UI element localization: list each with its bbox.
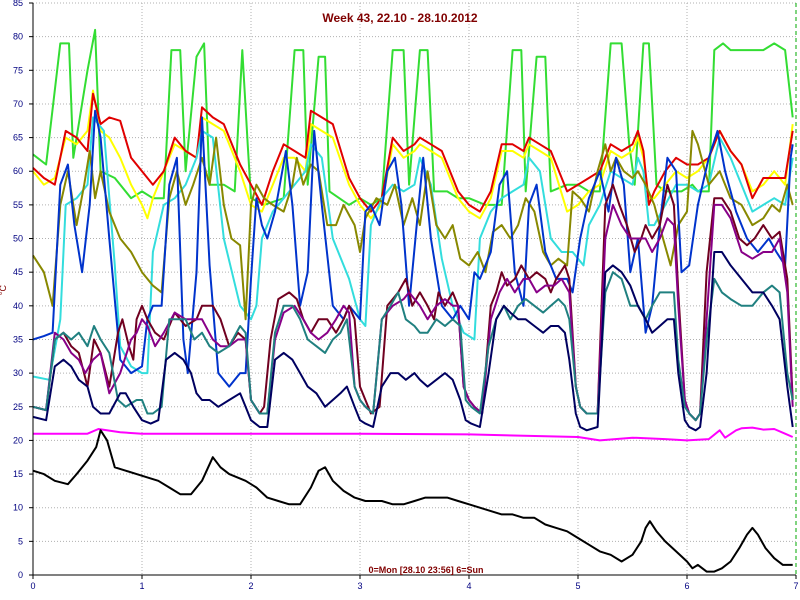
series-line-0 [32,28,794,206]
y-tick-label: 40 [13,301,23,311]
x-axis-label: 0=Mon [28.10 23:56] 6=Sun [368,565,483,575]
y-tick-label: 45 [13,267,23,277]
x-tick-label: 7 [793,581,798,591]
y-tick-label: 15 [13,469,23,479]
x-tick-label: 0 [30,581,35,591]
y-tick-label: 80 [13,32,23,42]
series-line-10 [33,426,794,442]
series-line-3 [32,116,794,381]
y-tick-label: 65 [13,133,23,143]
series-layer [32,28,794,573]
x-tick-label: 3 [357,581,362,591]
y-tick-label: 30 [13,368,23,378]
y-tick-label: 25 [13,402,23,412]
x-tick-label: 4 [466,581,471,591]
x-tick-label: 1 [139,581,144,591]
y-tick-label: 20 [13,435,23,445]
y-tick-label: 70 [13,99,23,109]
y-tick-label: 85 [13,0,23,8]
y-axis-label: °C [0,284,8,295]
y-tick-label: 60 [13,166,23,176]
x-tick-label: 5 [575,581,580,591]
series-line-9 [32,251,794,432]
series-line-11 [32,429,793,573]
series-line-1 [32,89,794,220]
series-line-2 [32,92,794,213]
y-tick-label: 75 [13,65,23,75]
y-tick-label: 10 [13,503,23,513]
y-tick-label: 5 [18,536,23,546]
y-tick-label: 50 [13,234,23,244]
chart-title: Week 43, 22.10 - 28.10.2012 [322,11,478,25]
y-tick-label: 35 [13,334,23,344]
y-tick-label: 0 [18,570,23,580]
x-tick-label: 6 [684,581,689,591]
series-line-7 [32,203,794,422]
x-tick-label: 2 [248,581,253,591]
y-tick-label: 55 [13,200,23,210]
